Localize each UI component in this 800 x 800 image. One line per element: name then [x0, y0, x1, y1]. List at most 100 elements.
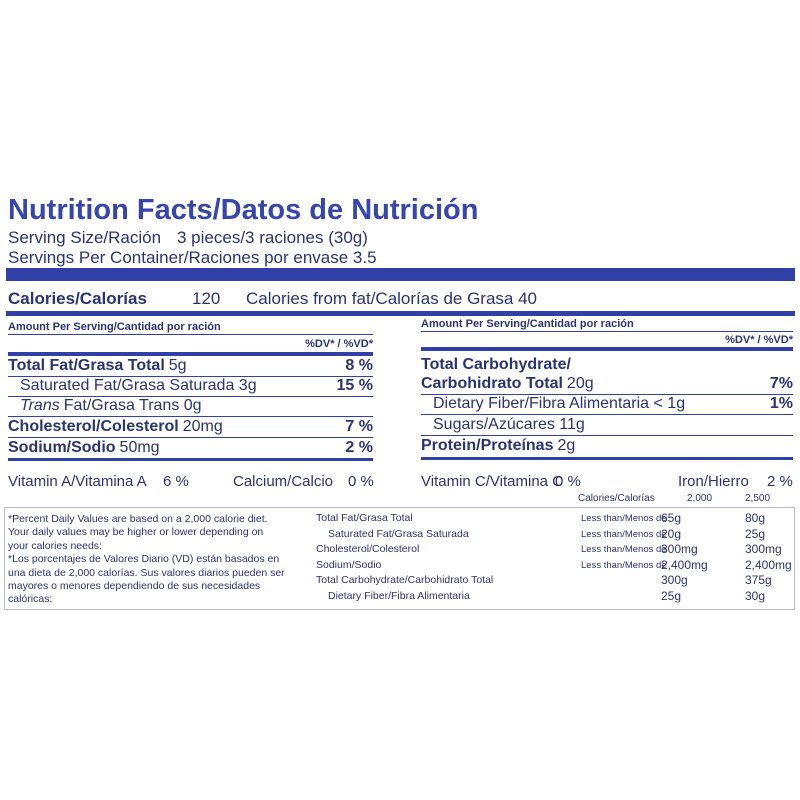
- serving-size-value: 3 pieces/3 raciones (30g): [177, 228, 368, 247]
- divider: [8, 458, 373, 461]
- divider: [421, 414, 793, 415]
- footnote-line: una dieta de 2,000 calorías. Sus valores…: [8, 566, 285, 579]
- amount-header: Amount Per Serving/Cantidad por ración: [8, 321, 221, 333]
- table-header: Calories/Calorías: [578, 493, 655, 504]
- table-comparator: Less than/Menos de: [581, 544, 667, 555]
- table-nutrient: Total Carbohydrate/Carbohidrato Total: [316, 574, 494, 586]
- nutrient-name: Carbohidrato Total: [421, 375, 563, 392]
- footnote-line: *Los porcentajes de Valores Diario (VD) …: [8, 553, 280, 566]
- nutrient-row: Total Carbohydrate/: [421, 357, 571, 373]
- divider: [421, 435, 793, 436]
- vitamin-name: Calcium/Calcio: [233, 473, 334, 490]
- divider: [421, 347, 793, 351]
- calories-label: Calories/Calorías: [8, 289, 147, 308]
- table-header: 2,500: [745, 493, 771, 504]
- table-value: 375g: [745, 573, 772, 587]
- title: Nutrition Facts/Datos de Nutrición: [8, 194, 479, 226]
- divider: [421, 394, 793, 395]
- footnote-line: calóricas:: [8, 593, 53, 606]
- table-value: 30g: [745, 588, 766, 603]
- daily-value: 15 %: [336, 377, 373, 394]
- daily-value: 2 %: [345, 439, 373, 456]
- servings-per-container: Servings Per Container/Raciones por enva…: [8, 248, 377, 267]
- nutrient-amount: 2g: [557, 437, 576, 454]
- nutrient-row: Trans Fat/Grasa Trans 0g: [20, 398, 202, 414]
- nutrient-name: Saturated Fat/Grasa Saturada 3g: [20, 377, 257, 394]
- nutrient-amount: 20g: [566, 375, 594, 392]
- nutrient-name: Total Carbohydrate/: [421, 356, 571, 373]
- divider: [8, 376, 373, 377]
- vitamin-name: Vitamin A/Vitamina A: [8, 473, 147, 490]
- table-comparator: Less than/Menos de: [581, 559, 667, 571]
- table-value: 80g: [745, 511, 766, 525]
- nutrient-name: Sugars/Azúcares 11g: [433, 416, 585, 433]
- table-value: 300mg: [661, 542, 698, 556]
- divider: [6, 311, 795, 316]
- divider: [8, 334, 373, 335]
- calories-from-fat: Calories from fat/Calorías de Grasa 40: [246, 289, 538, 308]
- table-nutrient: Cholesterol/Colesterol: [316, 543, 420, 555]
- footnote-line: mayores o menores dependiendo de sus nec…: [8, 580, 261, 592]
- nutrient-row: Cholesterol/Colesterol 20mg: [8, 419, 223, 435]
- nutrient-row: Total Fat/Grasa Total 5g: [8, 358, 187, 374]
- table-nutrient: Total Fat/Grasa Total: [316, 512, 413, 524]
- nutrient-amount: 50mg: [119, 439, 160, 456]
- nutrient-italic: Trans: [20, 397, 60, 414]
- vitamin-value: 2 %: [767, 473, 793, 490]
- footnote-line: your calories needs:: [8, 539, 102, 552]
- table-value: 2,400mg: [745, 557, 792, 572]
- table-header: 2,000: [687, 493, 713, 504]
- nutrient-name: Fat/Grasa Trans 0g: [63, 397, 202, 414]
- table-value: 65g: [661, 511, 682, 525]
- nutrient-row: Saturated Fat/Grasa Saturada 3g: [20, 378, 257, 394]
- divider: [8, 437, 373, 438]
- vitamin-name: Vitamin C/Vitamina C: [421, 473, 564, 490]
- footnote-line: *Percent Daily Values are based on a 2,0…: [8, 513, 268, 525]
- vitamin-value: 0 %: [555, 473, 581, 490]
- dv-header: %DV* / %VD*: [725, 334, 793, 346]
- vitamin-name: Iron/Hierro: [678, 473, 749, 490]
- nutrient-amount: 5g: [168, 357, 187, 374]
- nutrient-name: Dietary Fiber/Fibra Alimentaria < 1g: [433, 395, 686, 412]
- nutrient-row: Sugars/Azúcares 11g: [433, 417, 585, 433]
- nutrient-name: Sodium/Sodio: [8, 439, 116, 456]
- daily-value: 1%: [769, 395, 793, 412]
- nutrient-row: Dietary Fiber/Fibra Alimentaria < 1g: [433, 396, 685, 412]
- table-comparator: Less than/Menos de: [581, 513, 667, 524]
- table-value: 25g: [661, 588, 682, 603]
- dv-header: %DV* / %VD*: [305, 338, 373, 350]
- divider: [8, 396, 373, 397]
- daily-value: 7 %: [345, 418, 373, 435]
- table-nutrient: Saturated Fat/Grasa Saturada: [328, 527, 469, 540]
- daily-value: 7%: [769, 375, 793, 392]
- amount-header: Amount Per Serving/Cantidad por ración: [421, 318, 634, 330]
- table-nutrient: Dietary Fiber/Fibra Alimentaria: [328, 589, 470, 602]
- divider: [421, 331, 793, 332]
- table-value: 20g: [661, 526, 682, 541]
- nutrient-row: Carbohidrato Total 20g: [421, 376, 594, 392]
- divider: [8, 352, 373, 356]
- nutrient-amount: 20mg: [182, 418, 223, 435]
- nutrient-name: Total Fat/Grasa Total: [8, 357, 165, 374]
- footnote-line: Your daily values may be higher or lower…: [8, 526, 264, 539]
- vitamin-value: 6 %: [163, 473, 189, 490]
- nutrient-name: Protein/Proteínas: [421, 437, 554, 454]
- divider: [421, 457, 793, 460]
- table-value: 2,400mg: [661, 557, 708, 572]
- table-comparator: Less than/Menos de: [581, 528, 667, 540]
- table-nutrient: Sodium/Sodio: [316, 558, 382, 571]
- table-value: 300g: [661, 573, 688, 587]
- daily-value: 8 %: [345, 357, 373, 374]
- serving-size-label: Serving Size/Ración: [8, 228, 162, 247]
- vitamin-value: 0 %: [348, 473, 374, 490]
- footnote-box: [4, 507, 795, 610]
- table-value: 25g: [745, 526, 766, 541]
- divider: [8, 416, 373, 417]
- nutrient-row: Sodium/Sodio 50mg: [8, 440, 160, 456]
- table-value: 300mg: [745, 542, 782, 556]
- nutrient-row: Protein/Proteínas 2g: [421, 438, 575, 454]
- nutrient-name: Cholesterol/Colesterol: [8, 418, 179, 435]
- divider: [6, 268, 795, 281]
- calories-value: 120: [192, 289, 221, 308]
